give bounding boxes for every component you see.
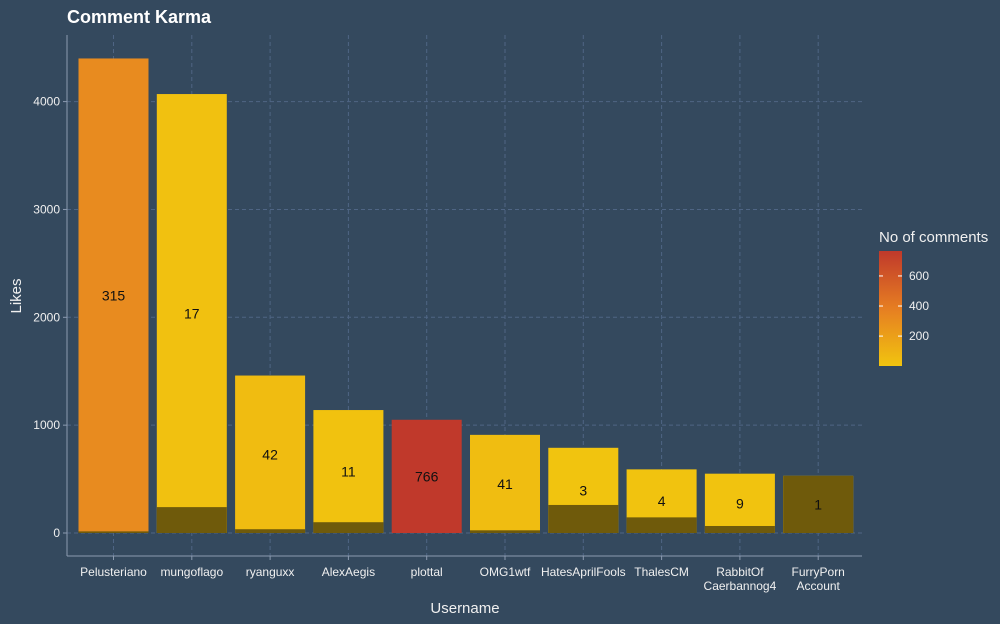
- y-axis-title: Likes: [8, 278, 25, 313]
- y-tick-label: 3000: [33, 202, 60, 216]
- bar-value-label: 17: [184, 306, 200, 322]
- bar-lower-segment: [548, 504, 619, 533]
- bar-lower-segment: [156, 507, 227, 533]
- bar-lower-segment: [783, 475, 854, 533]
- bar: [704, 473, 775, 533]
- x-tick-label: plottal: [411, 565, 443, 579]
- bar-value-label: 41: [497, 476, 513, 492]
- legend-tick-label: 600: [909, 269, 929, 283]
- bar-value-label: 9: [736, 495, 744, 511]
- x-tick-label: ThalesCM: [634, 565, 689, 579]
- bar-lower-segment: [235, 529, 306, 533]
- x-tick-labels: Pelusteriano mungoflago ryanguxx AlexAegis p…: [80, 565, 845, 593]
- y-tick-label: 0: [53, 526, 60, 540]
- legend: No of comments 200 400 600: [879, 229, 988, 366]
- bar: [156, 94, 227, 533]
- bar-value-label: 42: [262, 446, 278, 462]
- x-axis-title: Username: [430, 600, 499, 617]
- bar-value-label: 315: [102, 288, 126, 304]
- y-tick-labels: 0 1000 2000 3000 4000: [33, 95, 60, 540]
- bar-value-label: 11: [341, 464, 356, 480]
- bar: [470, 434, 540, 533]
- legend-ticks: 200 400 600: [879, 269, 929, 343]
- legend-tick-label: 200: [909, 329, 929, 343]
- x-tick-label: RabbitOf Caerbannog4: [704, 565, 777, 593]
- bar-value-label: 3: [579, 482, 587, 498]
- x-tick-label: ryanguxx: [246, 565, 295, 579]
- y-tick-label: 2000: [33, 310, 60, 324]
- bar-labels: 315 17 42 11 766 41 3 4 9 1: [102, 288, 822, 513]
- bar-value-label: 4: [658, 493, 666, 509]
- chart-title: Comment Karma: [67, 7, 212, 27]
- x-tick-label: OMG1wtf: [480, 565, 531, 579]
- bar-value-label: 766: [415, 468, 439, 484]
- x-tick-label: mungoflago: [160, 565, 223, 579]
- y-tick-label: 1000: [33, 418, 60, 432]
- legend-tick-label: 400: [909, 299, 929, 313]
- x-tick-label: AlexAegis: [322, 565, 375, 579]
- legend-colorbar: [879, 251, 902, 366]
- bar-lower-segment: [313, 522, 384, 533]
- bar: [235, 375, 306, 533]
- bar-lower-segment: [626, 517, 697, 533]
- x-tick-label: FurryPorn Account: [792, 565, 845, 593]
- x-tick-label: Pelusteriano: [80, 565, 147, 579]
- bar-value-label: 1: [814, 496, 822, 512]
- bar-lower-segment: [470, 530, 540, 533]
- axes: [63, 35, 862, 560]
- x-tick-label: HatesAprilFools: [541, 565, 626, 579]
- legend-title: No of comments: [879, 229, 988, 246]
- bars: [78, 58, 854, 534]
- bar-lower-segment: [704, 525, 775, 533]
- bar-lower-segment: [78, 531, 149, 533]
- bar: [313, 410, 384, 533]
- y-tick-label: 4000: [33, 95, 60, 109]
- bar: [391, 419, 462, 533]
- bar: [78, 58, 149, 534]
